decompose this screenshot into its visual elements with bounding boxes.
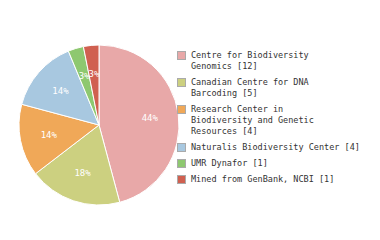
svg-text:3%: 3%: [78, 71, 90, 81]
html-text:Centre for Biodiversity Genomi: Centre for Biodiversity Genomics [12]: [191, 50, 309, 71]
html-text:Research Center in Biodiversit: Research Center in Biodiversity and Gene…: [191, 104, 314, 136]
svg-text:3%: 3%: [89, 69, 100, 79]
svg-text:14%: 14%: [41, 130, 58, 140]
html-text:Mined from GenBank, NCBI [1]: Mined from GenBank, NCBI [1]: [191, 174, 335, 184]
svg-text:14%: 14%: [52, 86, 69, 96]
svg-text:44%: 44%: [142, 113, 159, 123]
html-text:Naturalis Biodiversity Center: Naturalis Biodiversity Center [4]: [191, 142, 360, 152]
html-text:UMR Dynafor [1]: UMR Dynafor [1]: [191, 158, 268, 168]
html-text:Canadian Centre for DNA Barcod: Canadian Centre for DNA Barcoding [5]: [191, 77, 309, 98]
svg-text:18%: 18%: [74, 168, 91, 178]
